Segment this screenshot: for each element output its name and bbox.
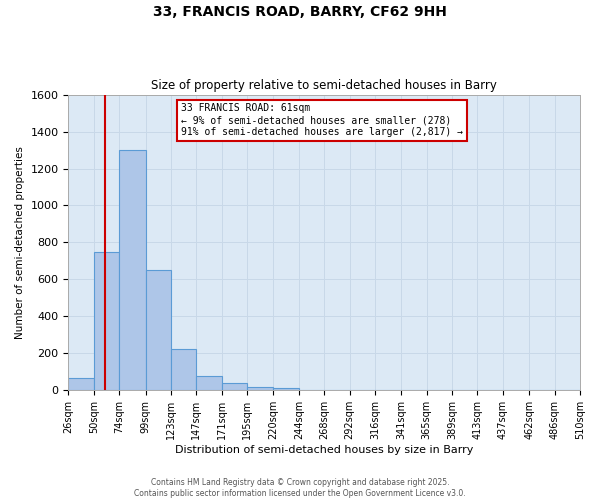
Bar [68, 378, 94, 390]
Bar [119, 150, 146, 390]
Text: Contains HM Land Registry data © Crown copyright and database right 2025.
Contai: Contains HM Land Registry data © Crown c… [134, 478, 466, 498]
Bar [94, 252, 119, 390]
Bar [146, 270, 171, 390]
Bar [171, 349, 196, 391]
Bar [221, 383, 247, 390]
Bar [247, 386, 274, 390]
Text: 33 FRANCIS ROAD: 61sqm
← 9% of semi-detached houses are smaller (278)
91% of sem: 33 FRANCIS ROAD: 61sqm ← 9% of semi-deta… [181, 104, 463, 136]
Title: Size of property relative to semi-detached houses in Barry: Size of property relative to semi-detach… [151, 79, 497, 92]
Y-axis label: Number of semi-detached properties: Number of semi-detached properties [15, 146, 25, 339]
Bar [274, 388, 299, 390]
Bar [196, 376, 221, 390]
Text: 33, FRANCIS ROAD, BARRY, CF62 9HH: 33, FRANCIS ROAD, BARRY, CF62 9HH [153, 5, 447, 19]
X-axis label: Distribution of semi-detached houses by size in Barry: Distribution of semi-detached houses by … [175, 445, 473, 455]
